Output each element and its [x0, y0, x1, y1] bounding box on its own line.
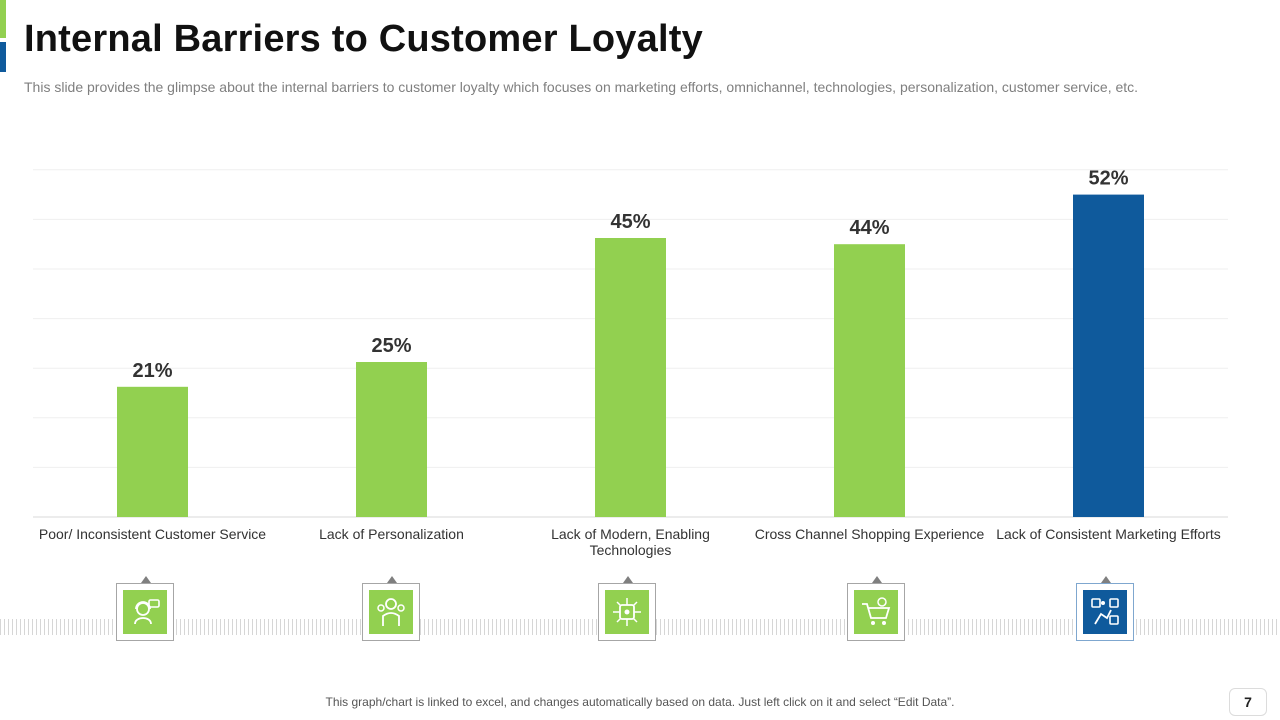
icon-tile	[369, 590, 413, 634]
icon-box-1	[116, 576, 174, 641]
category-label-1: Poor/ Inconsistent Customer Service	[38, 526, 267, 542]
bar-2[interactable]	[356, 362, 427, 517]
accent-bar-green	[0, 0, 6, 38]
pointer-triangle	[1101, 576, 1111, 583]
icon-box-2	[362, 576, 420, 641]
data-label-4: 44%	[849, 217, 889, 239]
icon-box-5	[1076, 576, 1134, 641]
category-label-3: Lack of Modern, Enabling Technologies	[551, 526, 710, 558]
accent-bar-blue	[0, 42, 6, 72]
icon-tile	[854, 590, 898, 634]
pointer-triangle	[872, 576, 882, 583]
customer-support-icon	[134, 599, 160, 625]
icon-box-4	[847, 576, 905, 641]
category-label-4: Cross Channel Shopping Experience	[754, 526, 985, 542]
data-label-1: 21%	[132, 360, 172, 382]
bar-1[interactable]	[117, 386, 188, 517]
pointer-triangle	[623, 576, 633, 583]
bar-4[interactable]	[834, 244, 905, 517]
pointer-triangle	[387, 576, 397, 583]
data-label-3: 45%	[610, 211, 650, 233]
page-number: 7	[1229, 688, 1267, 716]
bar-3[interactable]	[595, 238, 666, 517]
category-label-5: Lack of Consistent Marketing Efforts	[996, 526, 1221, 542]
person-gears-icon	[377, 598, 405, 626]
icon-tile	[1083, 590, 1127, 634]
icon-tile	[123, 590, 167, 634]
slide-title: Internal Barriers to Customer Loyalty	[24, 18, 703, 60]
footer-note: This graph/chart is linked to excel, and…	[325, 695, 955, 709]
circuit-chip-icon	[613, 598, 641, 626]
bar-5[interactable]	[1073, 194, 1144, 517]
icon-box-3	[598, 576, 656, 641]
data-label-2: 25%	[371, 335, 411, 357]
shopping-cart-icon	[862, 597, 891, 625]
data-label-5: 52%	[1088, 168, 1128, 190]
icon-tile	[605, 590, 649, 634]
marketing-board-icon	[1091, 598, 1119, 625]
category-label-2: Lack of Personalization	[319, 526, 464, 542]
slide-subtitle: This slide provides the glimpse about th…	[24, 79, 1139, 95]
pointer-triangle	[141, 576, 151, 583]
